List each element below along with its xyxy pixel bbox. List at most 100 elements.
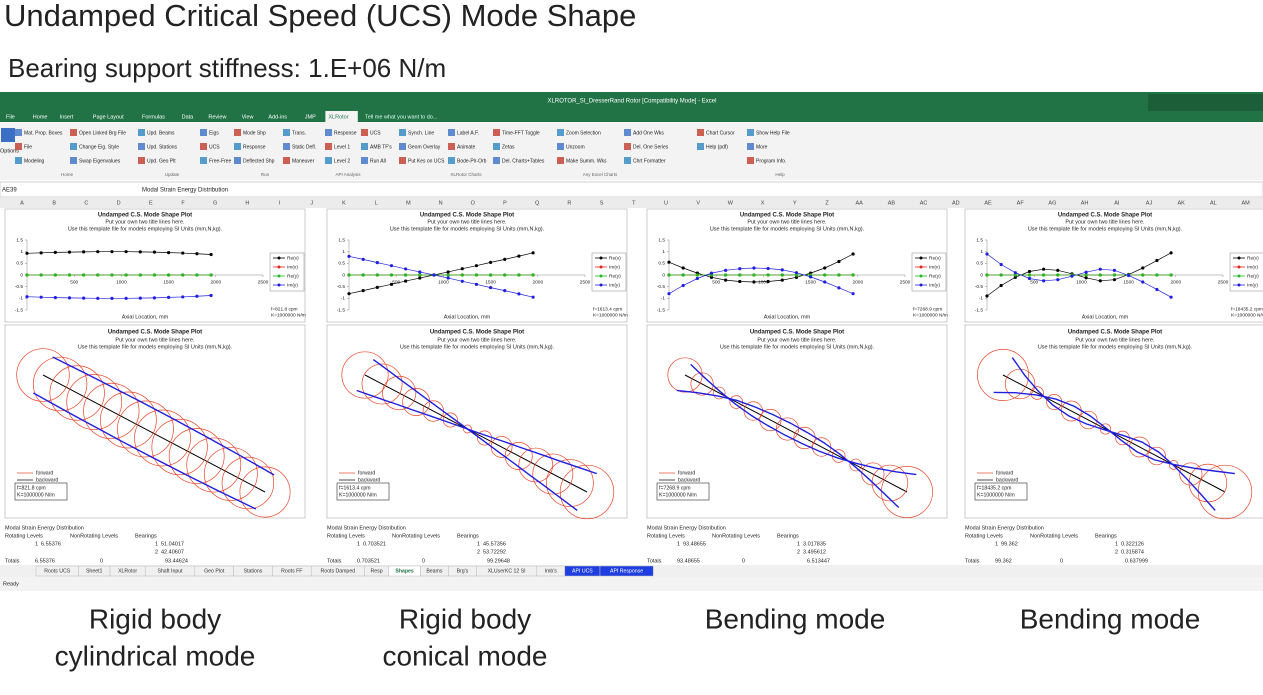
stiffness-note: K=1000000 N/m [913, 312, 948, 318]
ribbon-tab[interactable]: View [242, 114, 254, 120]
tell-me[interactable]: Tell me what you want to do... [365, 114, 438, 120]
ribbon-tab[interactable]: Formulas [142, 114, 165, 120]
ribbon-icon [361, 157, 368, 164]
ribbon-button[interactable]: Zetas [502, 144, 515, 150]
ribbon-button[interactable]: Put Kes on UCS [408, 158, 445, 164]
ribbon-button[interactable]: Zoom Selection [566, 130, 601, 136]
ribbon-button[interactable]: Bode-Plr-Orb [457, 158, 487, 164]
sheet-tab-label[interactable]: Geo Plot [204, 568, 225, 574]
caption: Bending mode [705, 603, 886, 634]
ribbon-button[interactable]: Free-Free [209, 158, 231, 164]
ribbon-button[interactable]: Make Summ. Wks [566, 158, 607, 164]
sheet-tab-label[interactable]: Resp [371, 568, 383, 574]
column-header: AI [1114, 200, 1120, 206]
ribbon-button[interactable]: Open Linked Brg File [79, 130, 126, 136]
ribbon-button[interactable]: File [24, 144, 32, 150]
sheet-tab-label[interactable]: Shapes [395, 568, 414, 574]
series-point [752, 280, 756, 284]
ribbon-tab[interactable]: Page Layout [93, 114, 124, 120]
ribbon-button[interactable]: Mat. Prop. Boxes [24, 130, 63, 136]
ribbon-button[interactable]: Geom Overlay [408, 144, 441, 150]
ribbon-tab[interactable]: Insert [60, 114, 74, 120]
orbit-legend-label: backward [678, 477, 700, 483]
sheet-tab-label[interactable]: XLUserKC 12 SI [488, 568, 526, 574]
ribbon-button[interactable]: Deflected Shp [243, 158, 275, 164]
series-point [446, 276, 450, 280]
orbit [117, 400, 174, 458]
ribbon-button[interactable]: Eigs [209, 130, 219, 136]
ribbon-button[interactable]: Add One Wks [633, 130, 664, 136]
column-header: AC [920, 200, 928, 206]
ribbon-tab[interactable]: File [6, 114, 15, 120]
ribbon-group-label: Update [165, 172, 180, 177]
ribbon-button[interactable]: Mode Shp [243, 130, 266, 136]
ribbon-button[interactable]: UCS [370, 130, 381, 136]
ribbon-button[interactable]: AMB TF's [370, 144, 392, 150]
ribbon-button[interactable]: Unzoom [566, 144, 585, 150]
ribbon-button[interactable]: Upd. Stations [147, 144, 178, 150]
ribbon-group-label: Run [261, 172, 270, 177]
sheet-tab-label[interactable]: API UCS [572, 568, 593, 574]
ribbon-tab[interactable]: Home [33, 114, 48, 120]
ribbon-button[interactable]: Upd. Geo Plt [147, 158, 176, 164]
sheet-tab-label[interactable]: Roots Damped [320, 568, 355, 574]
ribbon-tab[interactable]: XLRotor [328, 114, 348, 120]
ribbon-button[interactable]: Maneuver [292, 158, 315, 164]
sheet-tab-label[interactable]: API Response [610, 568, 643, 574]
options-button[interactable]: Options [0, 148, 19, 154]
y-tick-label: -1 [661, 296, 666, 302]
x-axis-label: Axial Location, mm [1082, 314, 1129, 320]
ribbon-button[interactable]: Change Eig. Style [79, 144, 119, 150]
ribbon-tab[interactable]: Add-ins [268, 114, 287, 120]
ribbon-button[interactable]: Trans. [292, 130, 306, 136]
ribbon-tab[interactable]: JMP [305, 114, 316, 120]
ribbon-button[interactable]: Label A.F. [457, 130, 479, 136]
formula[interactable]: Modal Strain Energy Distribution [142, 188, 228, 194]
ribbon-button[interactable]: Upd. Beams [147, 130, 175, 136]
x-tick-label: 1500 [485, 279, 496, 285]
ribbon-button[interactable]: Modeling [24, 158, 45, 164]
ribbon-button[interactable]: Synch. Line [408, 130, 434, 136]
ribbon-button[interactable]: UCS [209, 144, 220, 150]
energy-cell: 45.57356 [483, 541, 506, 547]
ribbon-button[interactable]: Response [334, 130, 357, 136]
ribbon-button[interactable]: Del. One Series [633, 144, 669, 150]
orbit [341, 351, 389, 399]
sheet-tab-label[interactable]: Beams [426, 568, 443, 574]
ribbon-tab[interactable]: Review [208, 114, 226, 120]
ribbon-button[interactable]: Run All [370, 158, 386, 164]
sheet-tab-label[interactable]: Roots UCS [44, 568, 70, 574]
ribbon-button[interactable]: Animate [457, 144, 476, 150]
ribbon-button[interactable]: Response [243, 144, 266, 150]
sheet-tab[interactable] [599, 565, 654, 577]
sheet-tab-label[interactable]: Imb's [545, 568, 558, 574]
ribbon-button[interactable]: Time-FFT Toggle [502, 130, 540, 136]
ribbon-button[interactable]: Level 2 [334, 158, 350, 164]
series-point [375, 261, 379, 265]
energy-total: 0 [100, 558, 103, 564]
ribbon-button[interactable]: Chrt Formatter [633, 158, 666, 164]
ribbon-button[interactable]: Level 1 [334, 144, 350, 150]
sheet-tab-label[interactable]: Stations [244, 568, 263, 574]
ribbon-button[interactable]: Help (pdf) [706, 144, 728, 150]
sheet-tab-label[interactable]: Roots FF [281, 568, 302, 574]
ribbon-button[interactable]: Chart Cursor [706, 130, 735, 136]
ribbon-button[interactable]: Program Info. [756, 158, 786, 164]
name-box[interactable]: AE39 [2, 188, 17, 194]
sheet-tab-label[interactable]: Shaft Input [157, 568, 183, 574]
ribbon-button[interactable]: Show Help File [756, 130, 790, 136]
ribbon-button[interactable]: Static Defl. [292, 144, 316, 150]
ribbon-button[interactable]: More [756, 144, 768, 150]
ribbon-icon [448, 129, 455, 136]
sheet-tab-label[interactable]: Sheet1 [86, 568, 103, 574]
series-point [67, 250, 72, 254]
x-tick-label: 1500 [163, 279, 174, 285]
sheet-tab-label[interactable]: Brg's [457, 568, 469, 574]
ribbon-tab[interactable]: Data [182, 114, 195, 120]
sheet-tab-label[interactable]: XLRotor [118, 568, 137, 574]
series-point [124, 250, 128, 254]
ribbon-button[interactable]: Del. Charts+Tables [502, 158, 545, 164]
plot-frame [964, 208, 1263, 323]
ribbon-button[interactable]: Swap Eigenvalues [79, 158, 121, 164]
